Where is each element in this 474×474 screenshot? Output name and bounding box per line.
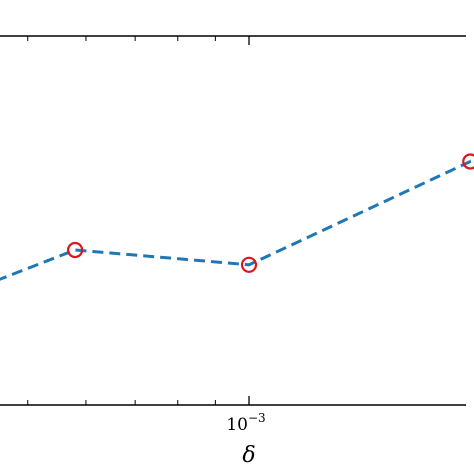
data-point-marker [240,256,258,273]
x-tick-label: 10−3 [226,411,265,435]
x-axis-ticks [27,36,250,405]
x-axis-label: δ [242,443,255,468]
x-axis-tick-labels: 10−3 [226,411,265,435]
x-tick-label-base: 10 [226,415,248,435]
data-point-marker [462,153,474,170]
data-point-marker [66,241,84,259]
plot-frame [0,35,466,406]
series-layer [0,153,474,281]
x-tick-label-exponent: −3 [248,411,266,425]
series-line [0,158,474,281]
